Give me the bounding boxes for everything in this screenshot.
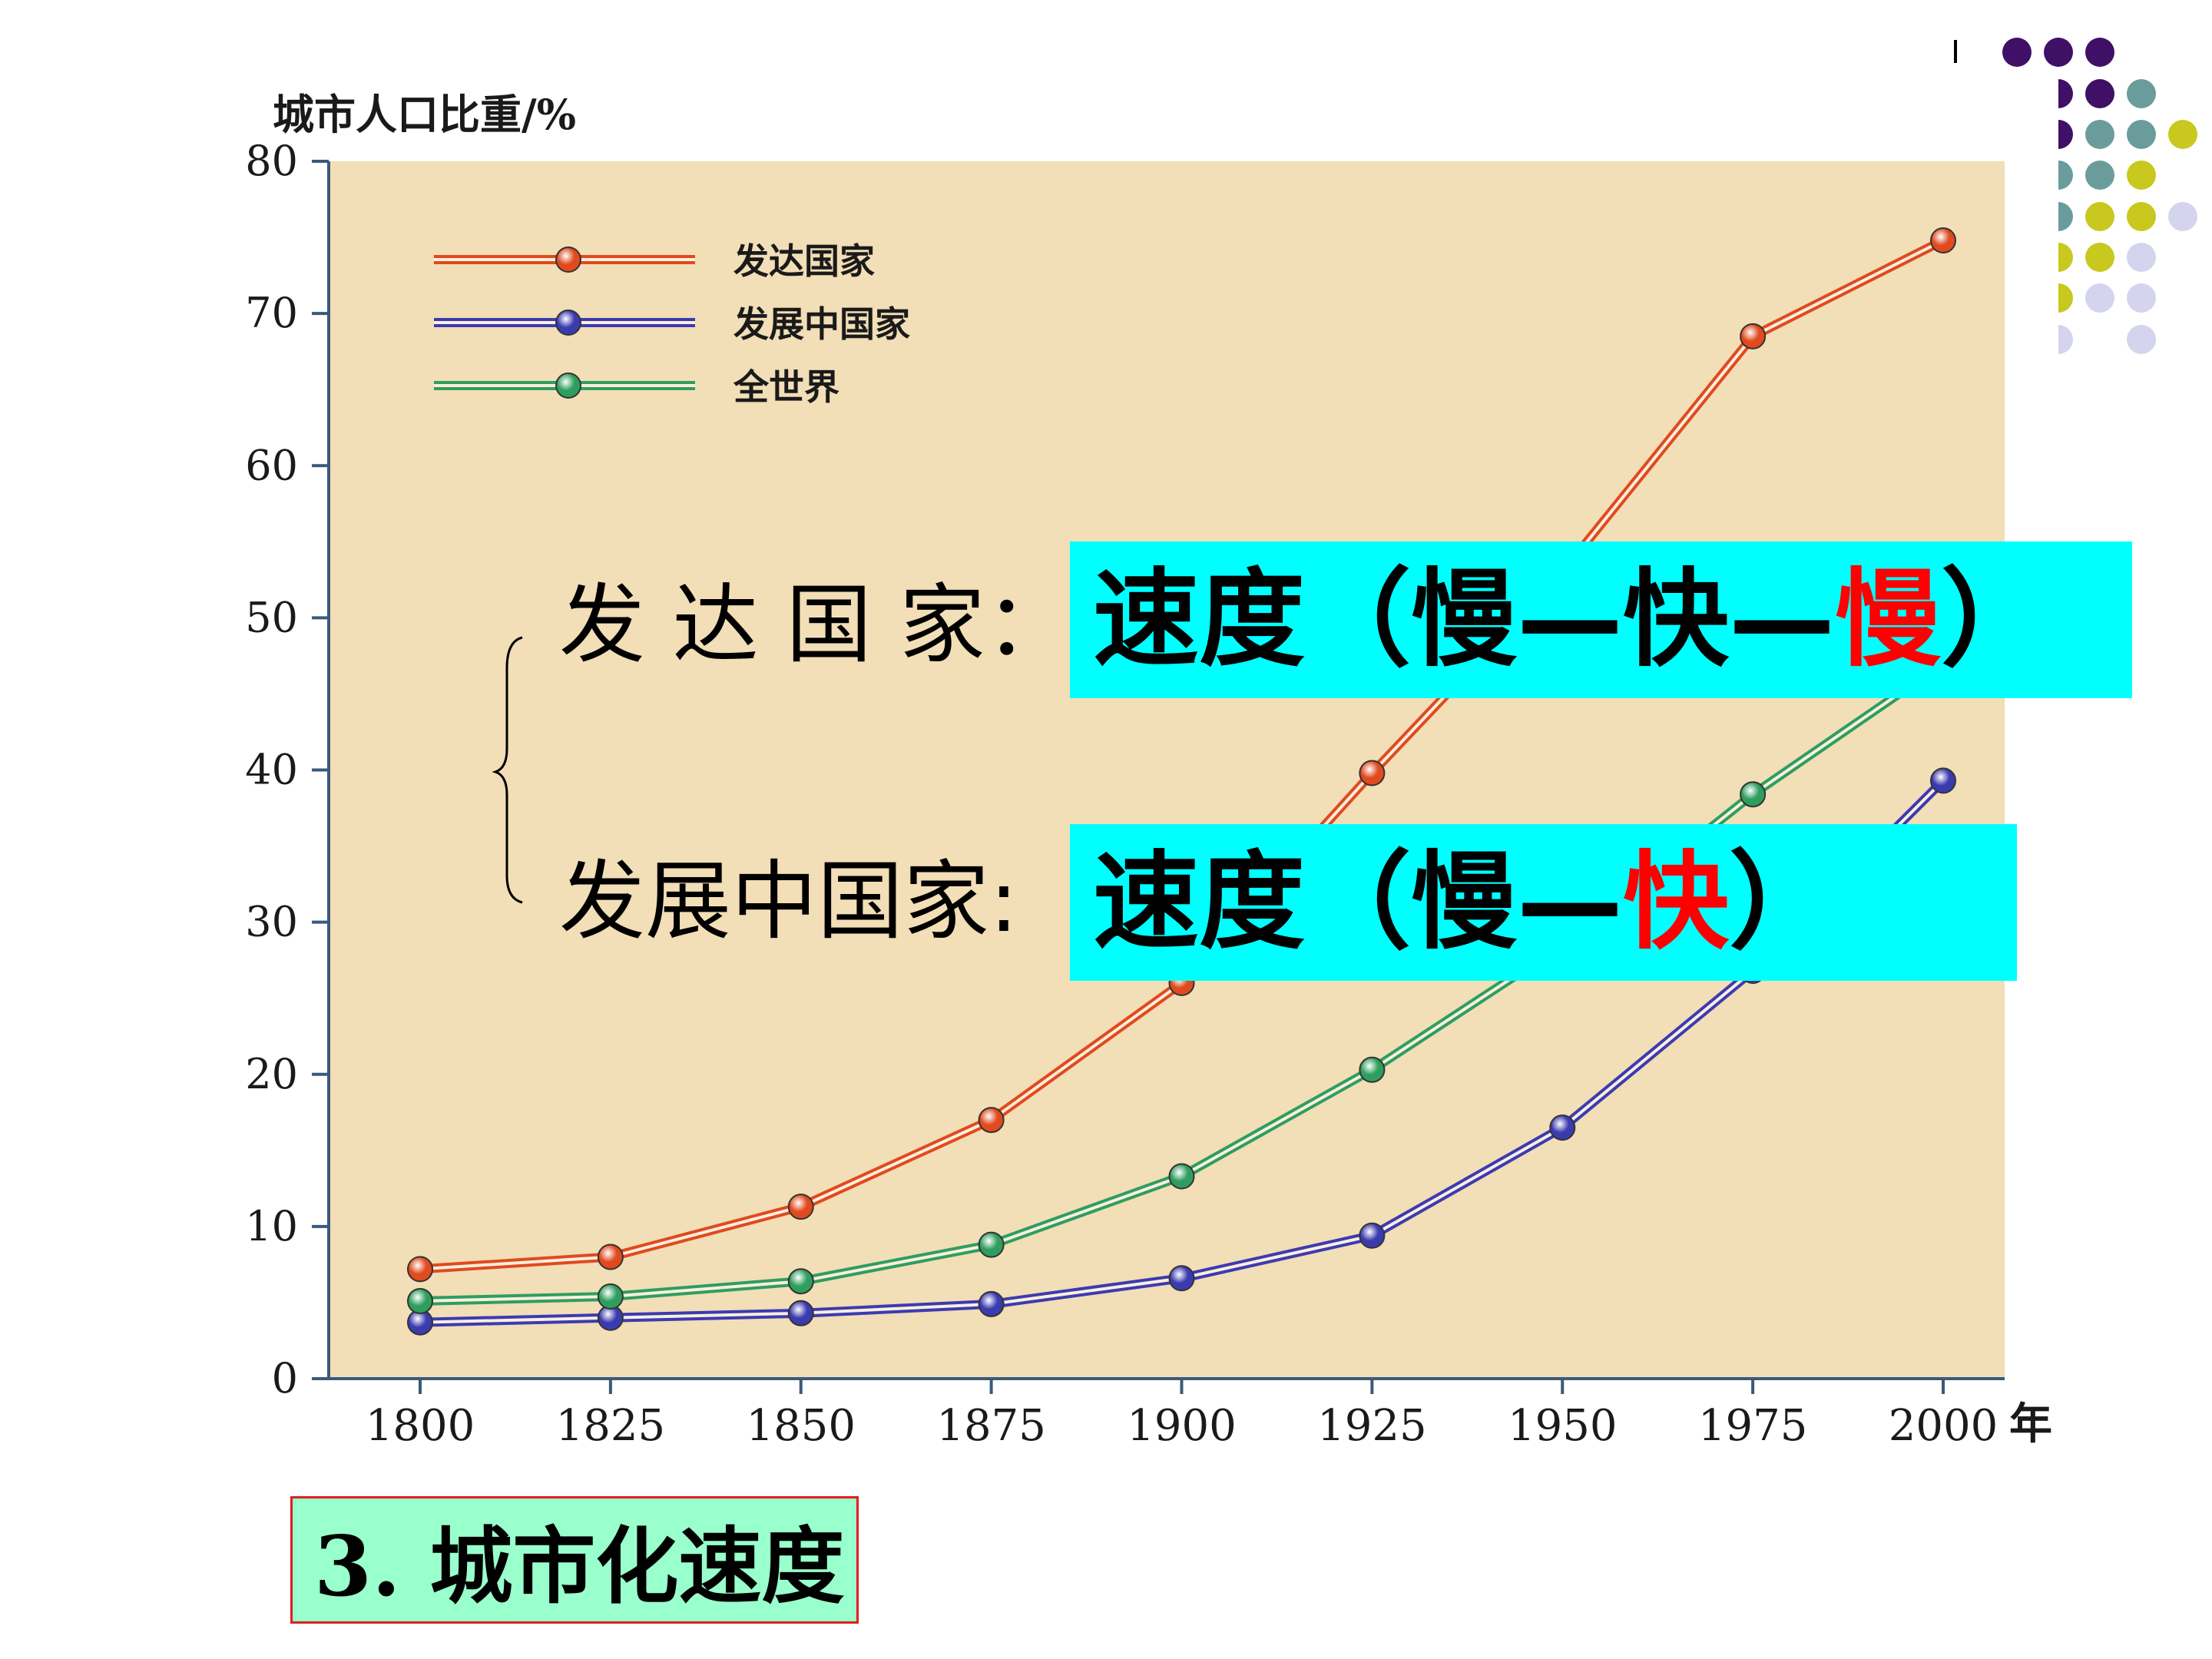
decor-dot: [2127, 202, 2156, 231]
y-tick-label: 20: [245, 1050, 298, 1098]
data-point: [1740, 781, 1767, 808]
x-tick-label: 1850: [746, 1401, 856, 1451]
legend-label: 发达国家: [733, 240, 875, 282]
decor-mask: [2028, 77, 2058, 361]
data-point: [978, 1290, 1005, 1317]
x-tick-label: 1800: [366, 1401, 475, 1451]
decor-dot: [2127, 79, 2156, 108]
developed-label: 发 达 国 家：: [559, 575, 1071, 675]
section-title-box: 3. 城市化速度: [290, 1496, 859, 1624]
y-axis-label: 城市人口比重/%: [273, 90, 577, 139]
decor-dot: [2168, 202, 2197, 231]
y-tick-label: 40: [245, 746, 298, 794]
legend-marker: [555, 247, 581, 273]
y-tick-label: 10: [245, 1202, 298, 1250]
data-point: [597, 1243, 624, 1270]
x-tick-label: 1825: [556, 1401, 666, 1451]
decor-dot: [2127, 120, 2156, 149]
decor-dot: [2085, 243, 2114, 272]
decor-dot: [2127, 325, 2156, 354]
data-point: [787, 1194, 814, 1220]
y-tick-label: 30: [245, 898, 298, 946]
decor-dot: [2085, 283, 2114, 313]
y-tick-label: 60: [245, 441, 298, 489]
legend-marker: [555, 373, 581, 399]
decor-dot: [2085, 120, 2114, 149]
y-tick-label: 0: [272, 1354, 298, 1402]
developing-speed-text-3: ）: [1729, 840, 1836, 964]
data-point: [1359, 760, 1386, 786]
data-point: [407, 1256, 433, 1283]
developed-speed-callout: 速度（慢—快— 慢）: [1070, 541, 2132, 698]
developing-speed-text-2: 快: [1623, 840, 1730, 964]
developing-speed-callout: 速度（慢— 快）: [1070, 824, 2017, 981]
decor-dot: [2085, 79, 2114, 108]
x-tick-label: 1975: [1698, 1401, 1808, 1451]
legend-label: 全世界: [733, 366, 839, 408]
data-point: [1549, 1114, 1576, 1141]
developing-speed-text-1: 速度（慢—: [1093, 840, 1624, 964]
data-point: [597, 1283, 624, 1310]
data-point: [787, 1268, 814, 1295]
decor-dot: [2085, 202, 2114, 231]
y-tick-label: 70: [245, 289, 298, 337]
data-point: [978, 1107, 1005, 1134]
data-point: [1168, 1163, 1195, 1190]
decor-dot: [2127, 283, 2156, 313]
decor-dot: [2085, 38, 2114, 67]
decor-dot: [2002, 38, 2032, 67]
decor-dot: [2168, 120, 2197, 149]
x-tick-label: 1950: [1508, 1401, 1618, 1451]
y-tick-label: 80: [245, 137, 298, 185]
data-point: [978, 1231, 1005, 1258]
developing-label: 发展中国家:: [559, 852, 1018, 952]
legend-label: 发展中国家: [733, 303, 910, 345]
data-point: [1168, 1265, 1195, 1292]
data-point: [1740, 323, 1767, 349]
data-point: [1930, 767, 1956, 794]
data-point: [1930, 227, 1956, 254]
developed-speed-text-3: ）: [1941, 558, 2048, 681]
y-tick-label: 50: [245, 593, 298, 641]
x-tick-label: 1925: [1317, 1401, 1427, 1451]
developed-speed-text-2: 慢: [1835, 558, 1942, 681]
data-point: [787, 1300, 814, 1326]
legend-marker: [555, 310, 581, 336]
data-point: [407, 1287, 433, 1314]
decor-dot: [2127, 161, 2156, 190]
x-tick-label: 1875: [936, 1401, 1046, 1451]
x-tick-label: 1900: [1127, 1401, 1237, 1451]
decor-dot: [2127, 243, 2156, 272]
decor-dot: [2044, 38, 2073, 67]
section-title: 3. 城市化速度: [314, 1518, 845, 1615]
developed-speed-text-1: 速度（慢—快—: [1093, 558, 1836, 681]
data-point: [1359, 1056, 1386, 1083]
decor-dot: [2085, 161, 2114, 190]
grouping-brace: [492, 636, 523, 904]
x-tick-label: 2000: [1889, 1401, 1998, 1451]
data-point: [1359, 1222, 1386, 1249]
x-axis-label: 年: [2009, 1399, 2052, 1449]
